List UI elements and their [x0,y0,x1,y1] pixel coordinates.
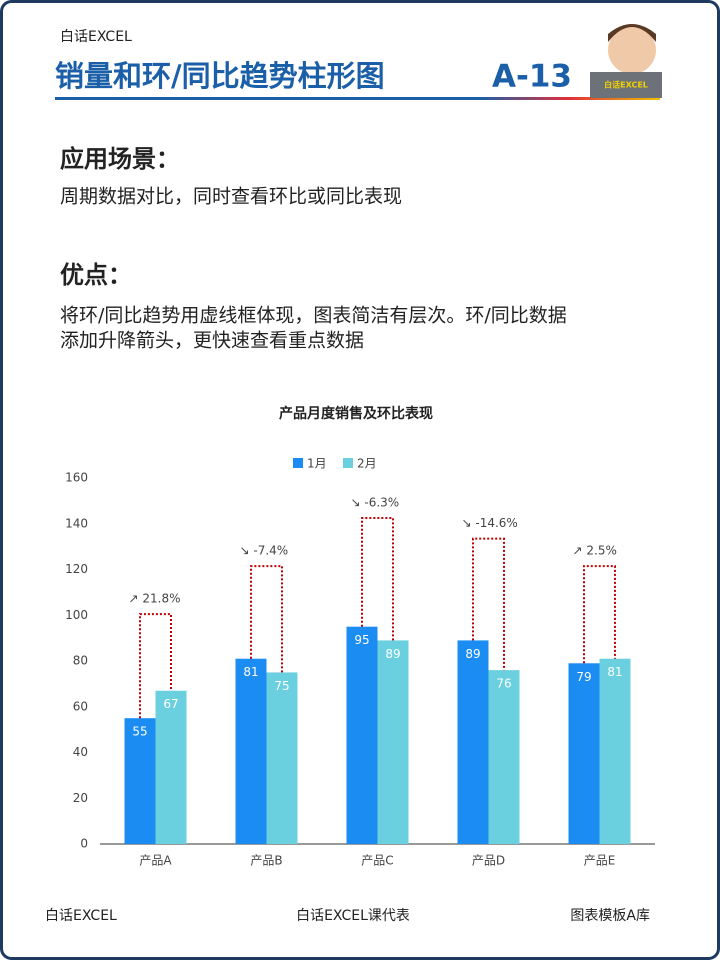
bar [124,718,156,844]
legend-swatch [293,458,303,468]
footer-text: 白话EXCEL课代表 [296,908,410,924]
x-tick-label: 产品D [472,854,505,868]
section-body: 周期数据对比，同时查看环比或同比表现 [60,186,402,208]
y-tick-label: 40 [73,745,88,759]
y-tick-label: 100 [65,608,88,622]
trend-label: ↘ -7.4% [240,544,289,558]
legend-label: 2月 [357,457,377,471]
trend-box [361,517,394,641]
bar [599,658,631,844]
trend-label: ↗ 2.5% [573,544,617,558]
bar [568,663,600,844]
legend-swatch [343,458,353,468]
y-tick-label: 140 [65,516,88,530]
footer-text: 图表模板A库 [570,908,650,924]
value-label: 89 [465,647,480,661]
x-tick-label: 产品E [584,854,616,868]
value-label: 75 [274,679,289,693]
trend-box [472,537,505,671]
bar [377,640,409,844]
section-body: 添加升降箭头，更快速查看重点数据 [60,330,364,352]
y-tick-label: 80 [73,654,88,668]
footer-text: 白话EXCEL [45,908,117,924]
page-title: 销量和环/同比趋势柱形图 [55,59,385,93]
x-tick-label: 产品A [139,854,172,868]
bar [266,672,298,844]
value-label: 79 [576,670,591,684]
bar [155,690,187,844]
bar [457,640,489,844]
y-tick-label: 160 [65,471,88,485]
y-tick-label: 0 [80,837,88,851]
trend-box [250,565,283,673]
x-tick-label: 产品B [250,854,282,868]
title-underline [55,97,660,100]
legend-label: 1月 [307,457,327,471]
trend-label: ↘ -14.6% [462,516,518,530]
x-tick-label: 产品C [361,854,393,868]
brand: 白话EXCEL [60,29,132,45]
value-label: 76 [496,677,511,691]
y-tick-label: 120 [65,562,88,576]
trend-label: ↗ 21.8% [129,592,181,606]
trend-box [139,613,172,719]
avatar-label: 白话EXCEL [604,80,648,90]
y-tick-label: 20 [73,791,88,805]
trend-label: ↘ -6.3% [351,496,400,510]
value-label: 95 [354,633,369,647]
section-heading: 优点： [60,261,132,289]
section-body: 将环/同比趋势用虚线框体现，图表简洁有层次。环/同比数据 [60,305,567,327]
bar [346,626,378,844]
value-label: 55 [132,725,147,739]
value-label: 81 [243,665,258,679]
bar [235,658,267,844]
y-tick-label: 60 [73,699,88,713]
trend-box [583,565,616,664]
value-label: 89 [385,647,400,661]
value-label: 81 [607,665,622,679]
avatar: 白话EXCEL [590,24,662,98]
code: A-13 [492,59,572,95]
chart-title: 产品月度销售及环比表现 [279,405,433,422]
section-heading: 应用场景： [60,145,180,173]
value-label: 67 [163,697,178,711]
bar [488,670,520,844]
